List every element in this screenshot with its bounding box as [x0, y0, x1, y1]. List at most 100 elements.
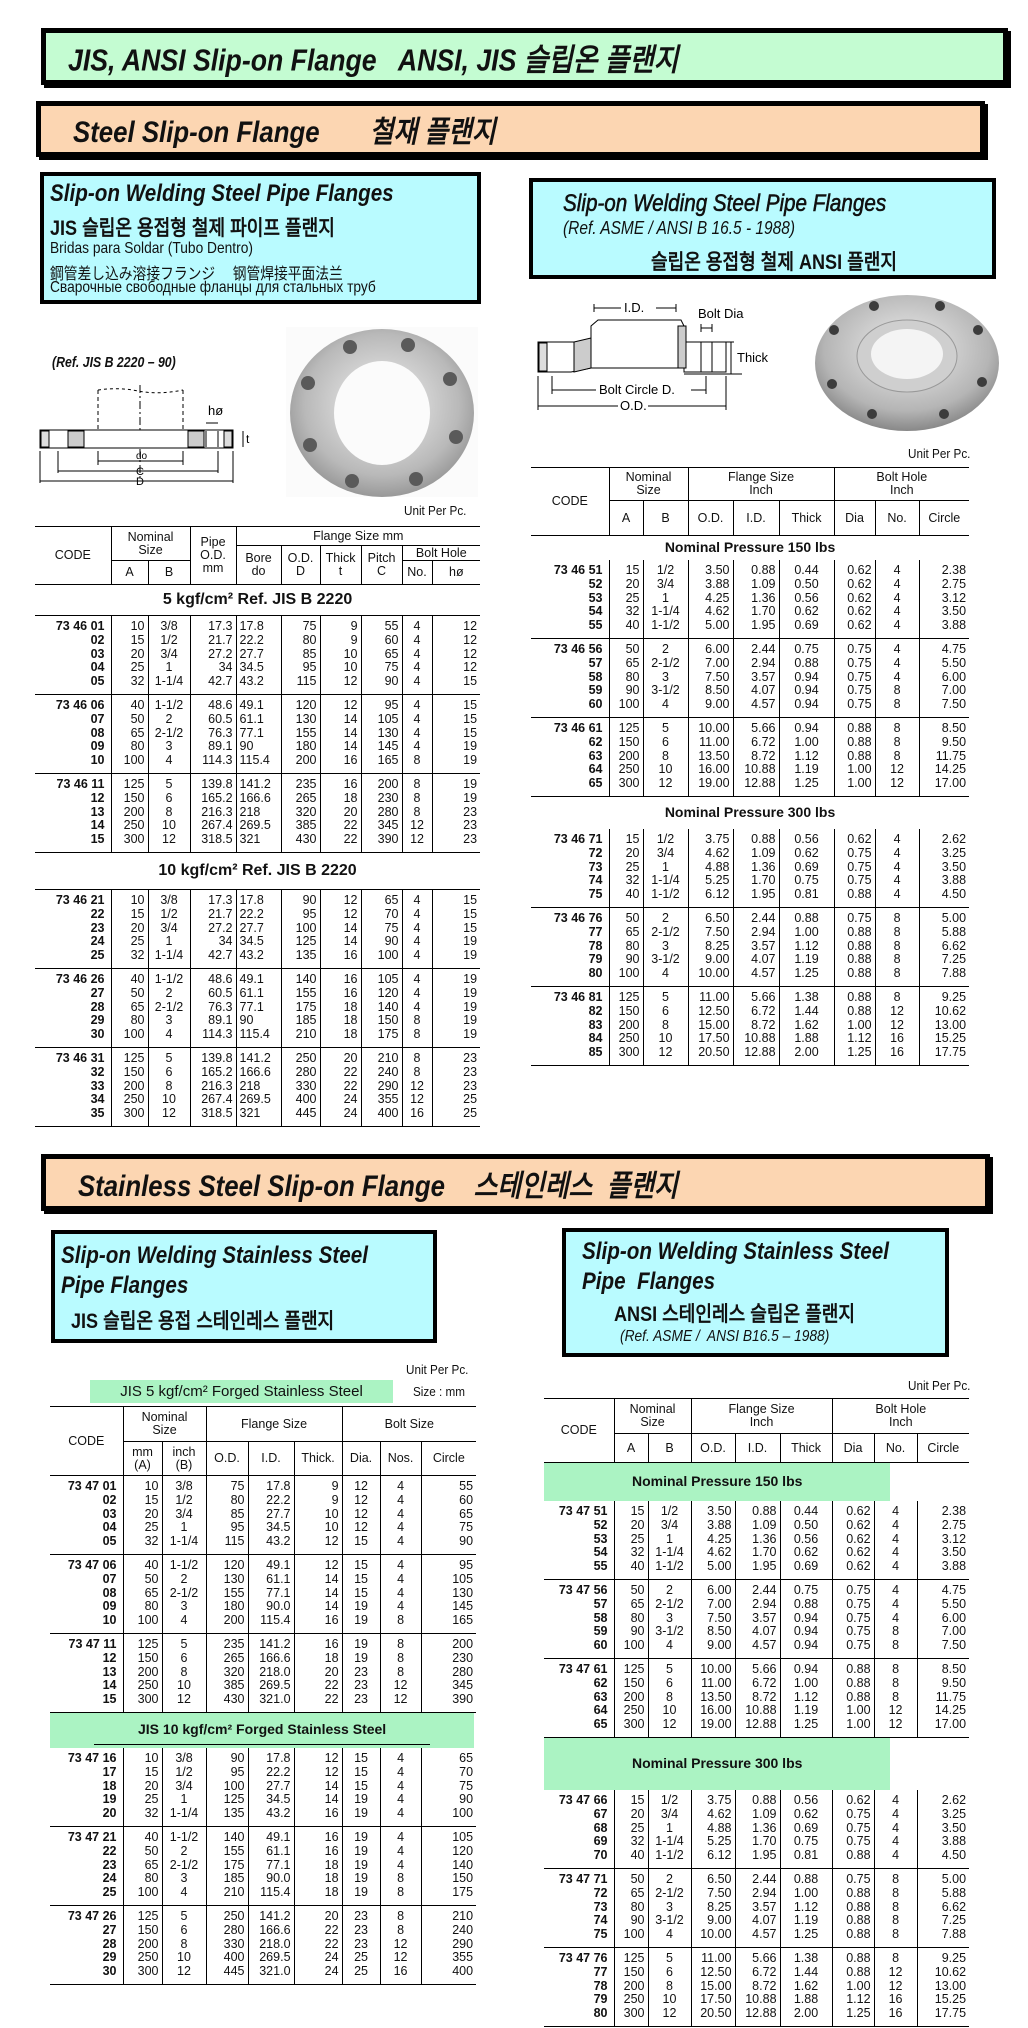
value-cell: 14.25: [918, 763, 970, 778]
value-cell: 2.44: [734, 1583, 781, 1598]
value-cell: 1.09: [734, 1518, 781, 1533]
value-cell: 22.2: [247, 1765, 295, 1780]
value-cell: 25: [431, 1093, 481, 1108]
bore-label: do: [136, 451, 148, 462]
value-cell: 2-1/2: [147, 1000, 191, 1015]
group-spacer: [544, 1501, 970, 1505]
value-cell: 115.4: [247, 1885, 295, 1900]
table-row: 73 47 51 15 1/2 3.50 0.88 0.44 0.62 4 2.38: [544, 1504, 970, 1519]
value-cell: 1.12: [833, 1032, 876, 1047]
value-cell: 0.62: [779, 1807, 833, 1822]
table-row: 73 47 26 125 5 250 141.2 20 23 8 210: [50, 1909, 477, 1924]
value-cell: 4: [379, 1600, 422, 1615]
group-divider: [544, 1652, 970, 1659]
value-cell: 3.57: [732, 939, 780, 954]
value-cell: 0.75: [779, 1835, 833, 1850]
value-cell: 61.1: [235, 986, 282, 1001]
value-cell: 15: [341, 1779, 381, 1794]
value-cell: 90: [613, 1625, 648, 1640]
value-cell: 1.36: [734, 1532, 781, 1547]
value-cell: 3: [161, 1872, 207, 1887]
value-cell: 4: [401, 674, 433, 689]
table-row: 73 46 61 125 5 10.00 5.66 0.94 0.88 8 8.50: [531, 721, 970, 736]
value-cell: 65: [122, 1858, 162, 1873]
value-cell: 60: [420, 1493, 477, 1508]
steel-jis-table: CODE Nominal Size Pipe O.D. mm Flange Size …: [35, 526, 481, 1127]
value-cell: 0.88: [779, 1872, 833, 1887]
section-title-cell: Nominal Pressure 150 lbs: [531, 536, 969, 561]
value-cell: 7.00: [690, 1597, 736, 1612]
value-cell: 12: [401, 1093, 433, 1108]
value-cell: 9.25: [918, 990, 970, 1005]
code-cell: 62: [593, 1675, 608, 1690]
value-cell: 40: [608, 618, 643, 633]
value-cell: 12: [319, 698, 362, 713]
value-cell: 1.00: [831, 1979, 875, 1994]
table-row: 18 20 3/4 100 27.7 14 15 4 75: [50, 1779, 477, 1794]
value-cell: 4.07: [732, 953, 780, 968]
table-row: 82 150 6 12.50 6.72 1.44 0.88 12 10.62: [531, 1004, 970, 1019]
value-cell: 12: [874, 1004, 920, 1019]
group-divider: [531, 790, 970, 797]
value-cell: 0.88: [833, 887, 876, 902]
value-cell: 12: [293, 1751, 343, 1766]
value-cell: 4: [379, 1521, 422, 1536]
value-cell: 6.12: [687, 887, 734, 902]
value-cell: 0.62: [831, 1793, 875, 1808]
value-cell: 200: [420, 1637, 477, 1652]
value-cell: 125: [110, 777, 148, 792]
value-cell: 10: [110, 619, 148, 634]
column-header: hø: [431, 560, 481, 585]
value-cell: 3.88: [916, 1835, 970, 1850]
value-cell: 12: [319, 674, 362, 689]
value-cell: 4: [401, 712, 433, 727]
value-cell: 1: [161, 1521, 207, 1536]
value-cell: 25: [110, 661, 148, 676]
value-cell: 65: [613, 1886, 648, 1901]
column-header: mm (A): [122, 1441, 162, 1476]
value-cell: 23: [431, 1079, 481, 1094]
value-cell: 32: [613, 1546, 648, 1561]
value-cell: 85: [280, 647, 321, 662]
value-cell: 2.38: [918, 563, 970, 578]
value-cell: 14: [319, 921, 362, 936]
code-cell: 84: [588, 1031, 603, 1046]
value-cell: 145: [360, 740, 403, 755]
value-cell: 22: [293, 1937, 343, 1952]
value-cell: 1.19: [779, 1914, 833, 1929]
value-cell: 8.50: [687, 684, 734, 699]
code-cell: 80: [588, 966, 603, 981]
column-header: O.D.: [205, 1441, 249, 1476]
value-cell: 5: [647, 1951, 692, 1966]
group-divider: [35, 688, 481, 695]
value-cell: 7.50: [916, 1638, 970, 1653]
code-cell: 58: [593, 1610, 608, 1625]
value-cell: 8.72: [734, 1979, 781, 1994]
section-title-cell: 5 kgf/cm² Ref. JIS B 2220: [35, 584, 481, 616]
table-row: 22 50 2 155 61.1 16 19 4 120: [50, 1844, 477, 1859]
table-row: 65 300 12 19.00 12.88 1.25 1.00 12 17.00: [544, 1717, 970, 1732]
value-cell: 2.94: [734, 1886, 781, 1901]
value-cell: 105: [420, 1830, 477, 1845]
value-cell: 40: [122, 1558, 162, 1573]
table-row: 73 47 61 125 5 10.00 5.66 0.94 0.88 8 8.50: [544, 1662, 970, 1677]
value-cell: 1.70: [734, 1546, 781, 1561]
table-row: 10 100 4 114.3 115.4 200 16 165 8 19: [35, 753, 481, 768]
value-cell: 4: [874, 887, 920, 902]
value-cell: 90.0: [247, 1600, 295, 1615]
value-cell: 12: [642, 776, 689, 791]
value-cell: 8: [401, 1065, 433, 1080]
value-cell: 0.62: [831, 1504, 875, 1519]
value-cell: 1.36: [732, 860, 780, 875]
value-cell: 19: [341, 1637, 381, 1652]
value-cell: 4.25: [690, 1532, 736, 1547]
value-cell: 12.88: [732, 1045, 780, 1060]
value-cell: 4.07: [732, 684, 780, 699]
value-cell: 22.2: [247, 1493, 295, 1508]
value-cell: 2.44: [732, 642, 780, 657]
value-cell: 18: [319, 1027, 362, 1042]
value-cell: 3.12: [918, 591, 970, 606]
value-cell: 6: [642, 735, 689, 750]
value-cell: 318.5: [189, 832, 237, 847]
code-cell: 02: [102, 1492, 117, 1507]
